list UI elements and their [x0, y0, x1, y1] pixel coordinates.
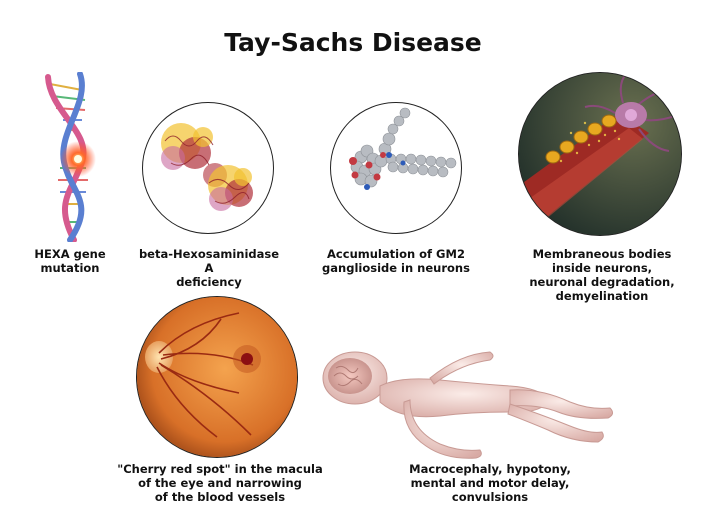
caption-neuron: Membraneous bodies inside neurons, neuro… [520, 247, 684, 303]
caption-line: of the blood vessels [154, 490, 286, 504]
infant-body-icon [322, 351, 614, 459]
molecule-circle [330, 102, 462, 234]
caption-line: Macrocephaly, hypotony, [409, 462, 571, 476]
caption-line: mental and motor delay, [410, 476, 570, 490]
caption-line: Accumulation of GM2 [327, 247, 465, 261]
caption-infant: Macrocephaly, hypotony, mental and motor… [380, 462, 600, 504]
ganglioside-molecule-icon [349, 107, 457, 190]
page-title: Tay-Sachs Disease [224, 28, 482, 57]
caption-line: inside neurons, [551, 261, 653, 275]
caption-retina: "Cherry red spot" in the macula of the e… [110, 462, 330, 504]
caption-line: ganglioside in neurons [322, 261, 470, 275]
neuron-circle [518, 72, 682, 236]
caption-line: beta-Hexosaminidase A [138, 247, 280, 275]
caption-line: HEXA gene [34, 247, 106, 261]
caption-line: mutation [40, 261, 100, 275]
caption-gm2: Accumulation of GM2 ganglioside in neuro… [318, 247, 474, 275]
enzyme-protein-icon [161, 123, 253, 211]
dna-helix-icon [45, 72, 96, 242]
retina-fundus-icon [137, 297, 297, 457]
caption-line: neuronal degradation, [529, 275, 675, 289]
caption-line: "Cherry red spot" in the macula [117, 462, 323, 476]
caption-line: of the eye and narrowing [138, 476, 302, 490]
caption-hexa: HEXA gene mutation [12, 247, 128, 275]
caption-line: deficiency [176, 275, 242, 289]
caption-line: convulsions [451, 490, 529, 504]
caption-line: Membraneous bodies [532, 247, 672, 261]
neuron-icon [519, 73, 681, 235]
caption-enzyme: beta-Hexosaminidase A deficiency [134, 247, 284, 289]
infant-panel [320, 340, 630, 460]
enzyme-circle [142, 102, 274, 234]
dna-panel [30, 72, 120, 242]
caption-line: demyelination [555, 289, 649, 303]
retina-circle [136, 296, 298, 458]
